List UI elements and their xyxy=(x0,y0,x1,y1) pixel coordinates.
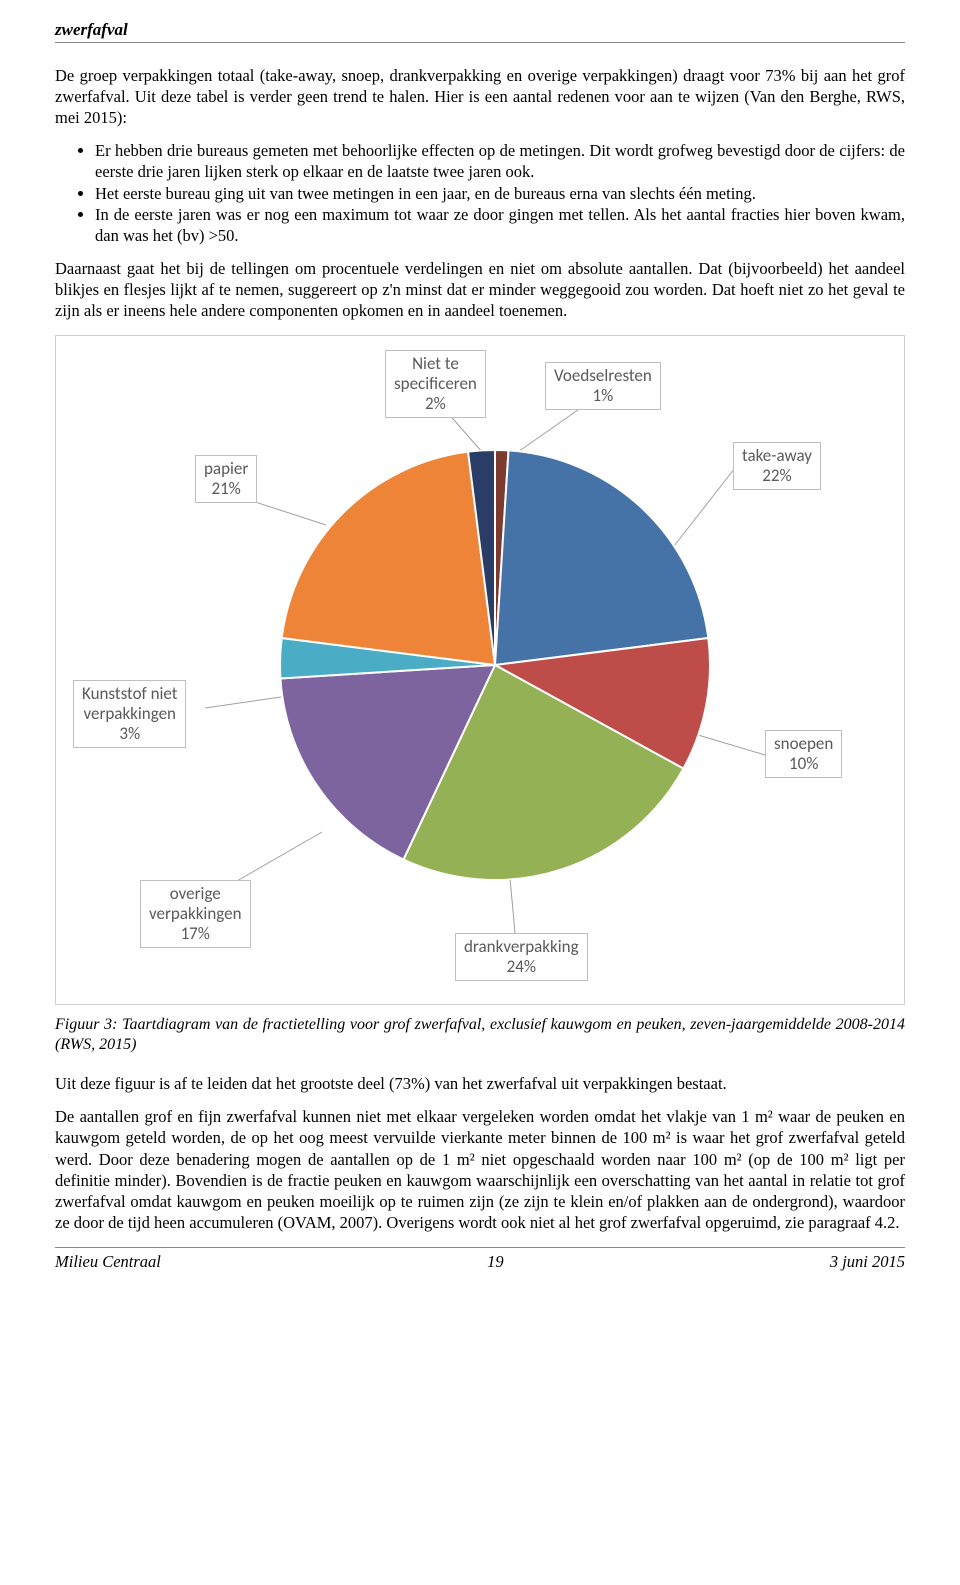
pie-svg xyxy=(280,450,710,880)
paragraph-4: De aantallen grof en fijn zwerfafval kun… xyxy=(55,1106,905,1233)
figure-caption: Figuur 3: Taartdiagram van de fractietel… xyxy=(55,1015,905,1055)
paragraph-1: De groep verpakkingen totaal (take-away,… xyxy=(55,65,905,128)
page-header: zwerfafval xyxy=(55,20,905,43)
leader-voedselresten xyxy=(515,405,585,454)
bullet-item: Het eerste bureau ging uit van twee meti… xyxy=(95,183,905,204)
pie-label-kunststof: Kunststof nietverpakkingen3% xyxy=(73,680,186,748)
document-page: zwerfafval De groep verpakkingen totaal … xyxy=(0,0,960,1282)
footer-left: Milieu Centraal xyxy=(55,1252,161,1272)
pie-chart: Voedselresten1% take-away22% snoepen10% dra… xyxy=(65,350,895,990)
footer-right: 3 juni 2015 xyxy=(830,1252,905,1272)
footer-center: 19 xyxy=(487,1252,504,1272)
pie-label-voedselresten: Voedselresten1% xyxy=(545,362,661,410)
pie-label-takeaway: take-away22% xyxy=(733,442,821,490)
header-title: zwerfafval xyxy=(55,20,128,39)
pie-label-overige: overigeverpakkingen17% xyxy=(140,880,251,948)
leader-drankverpakking xyxy=(510,878,515,933)
pie-slice-takeaway xyxy=(495,451,708,666)
paragraph-2: Daarnaast gaat het bij de tellingen om p… xyxy=(55,258,905,321)
leader-kunststof xyxy=(205,697,281,708)
pie-chart-container: Voedselresten1% take-away22% snoepen10% dra… xyxy=(55,335,905,1005)
pie-label-snoepen: snoepen10% xyxy=(765,730,842,778)
bullet-item: Er hebben drie bureaus gemeten met behoo… xyxy=(95,140,905,182)
paragraph-3: Uit deze figuur is af te leiden dat het … xyxy=(55,1073,905,1094)
pie-label-drankverpakking: drankverpakking24% xyxy=(455,933,588,981)
pie-label-nietspec: Niet tespecificeren2% xyxy=(385,350,486,418)
pie-slice-papier xyxy=(282,452,495,665)
bullet-item: In de eerste jaren was er nog een maximu… xyxy=(95,204,905,246)
page-footer: Milieu Centraal 19 3 juni 2015 xyxy=(55,1247,905,1272)
bullet-list: Er hebben drie bureaus gemeten met behoo… xyxy=(55,140,905,246)
pie-label-papier: papier21% xyxy=(195,455,257,503)
